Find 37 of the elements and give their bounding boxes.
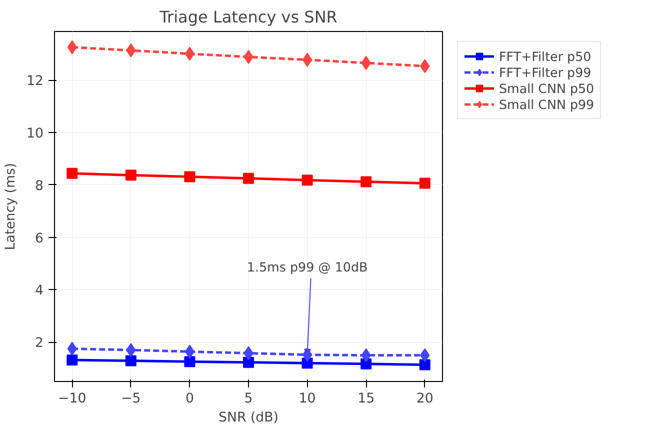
point (243, 356, 254, 368)
legend-label: FFT+Filter p50 (499, 48, 592, 64)
point (360, 176, 372, 188)
point (360, 358, 372, 370)
point (184, 46, 195, 61)
point (419, 178, 430, 189)
point (125, 355, 136, 366)
x-tick-label: 0 (185, 392, 194, 406)
y-tick-label: 6 (35, 231, 44, 246)
point (243, 172, 254, 184)
y-tick-label: 8 (35, 178, 44, 194)
point (184, 344, 195, 359)
point (125, 170, 136, 181)
y-tick-label: 4 (35, 284, 44, 299)
y-tick-label: 12 (26, 74, 44, 89)
legend-label: Small CNN p50 (499, 80, 594, 96)
x-tick-label: −10 (58, 392, 86, 406)
point (302, 52, 312, 67)
point (184, 356, 196, 368)
point (419, 359, 430, 370)
chart-title: Triage Latency vs SNR (158, 8, 338, 26)
x-tick-label: 15 (358, 392, 375, 406)
legend-label: FFT+Filter p99 (499, 64, 592, 80)
x-tick-label: 20 (416, 392, 434, 406)
point (302, 174, 313, 186)
point (66, 354, 78, 366)
y-tick-label: 10 (26, 126, 44, 142)
x-tick-label: 10 (298, 392, 316, 406)
point (66, 168, 78, 179)
x-tick-label: 5 (244, 392, 253, 406)
point (184, 171, 196, 182)
x-tick-label: −5 (121, 392, 141, 406)
y-tick-label: 2 (35, 336, 44, 352)
annotation: 1.5ms p99 @ 10dB (246, 259, 368, 274)
y-axis-title: Latency (ms) (4, 162, 19, 250)
x-axis-title: SNR (dB) (218, 410, 278, 426)
legend-label: Small CNN p99 (499, 96, 594, 112)
